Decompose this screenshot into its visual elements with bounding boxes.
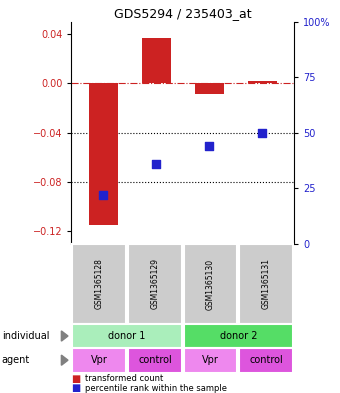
Text: control: control (249, 355, 283, 365)
Text: transformed count: transformed count (85, 375, 163, 383)
Bar (248, 81, 277, 83)
Text: Vpr: Vpr (91, 355, 108, 365)
Text: Vpr: Vpr (202, 355, 219, 365)
Text: GSM1365131: GSM1365131 (262, 259, 271, 309)
Point (206, 143, 212, 149)
Polygon shape (61, 355, 68, 365)
Text: control: control (138, 355, 172, 365)
Bar (142, 38, 171, 83)
Text: GSM1365128: GSM1365128 (95, 259, 104, 309)
Text: donor 1: donor 1 (108, 331, 146, 341)
Bar (89, 83, 118, 225)
Text: agent: agent (2, 355, 30, 365)
Text: donor 2: donor 2 (220, 331, 257, 341)
Bar (195, 83, 224, 94)
Text: GSM1365130: GSM1365130 (206, 258, 215, 310)
Title: GDS5294 / 235403_at: GDS5294 / 235403_at (114, 7, 252, 20)
Text: ■: ■ (71, 374, 81, 384)
Text: individual: individual (2, 331, 49, 341)
Point (101, 192, 106, 198)
Text: ■: ■ (71, 383, 81, 393)
Polygon shape (61, 331, 68, 341)
Point (154, 161, 159, 167)
Text: GSM1365129: GSM1365129 (150, 259, 159, 309)
Point (259, 129, 265, 136)
Text: percentile rank within the sample: percentile rank within the sample (85, 384, 227, 393)
